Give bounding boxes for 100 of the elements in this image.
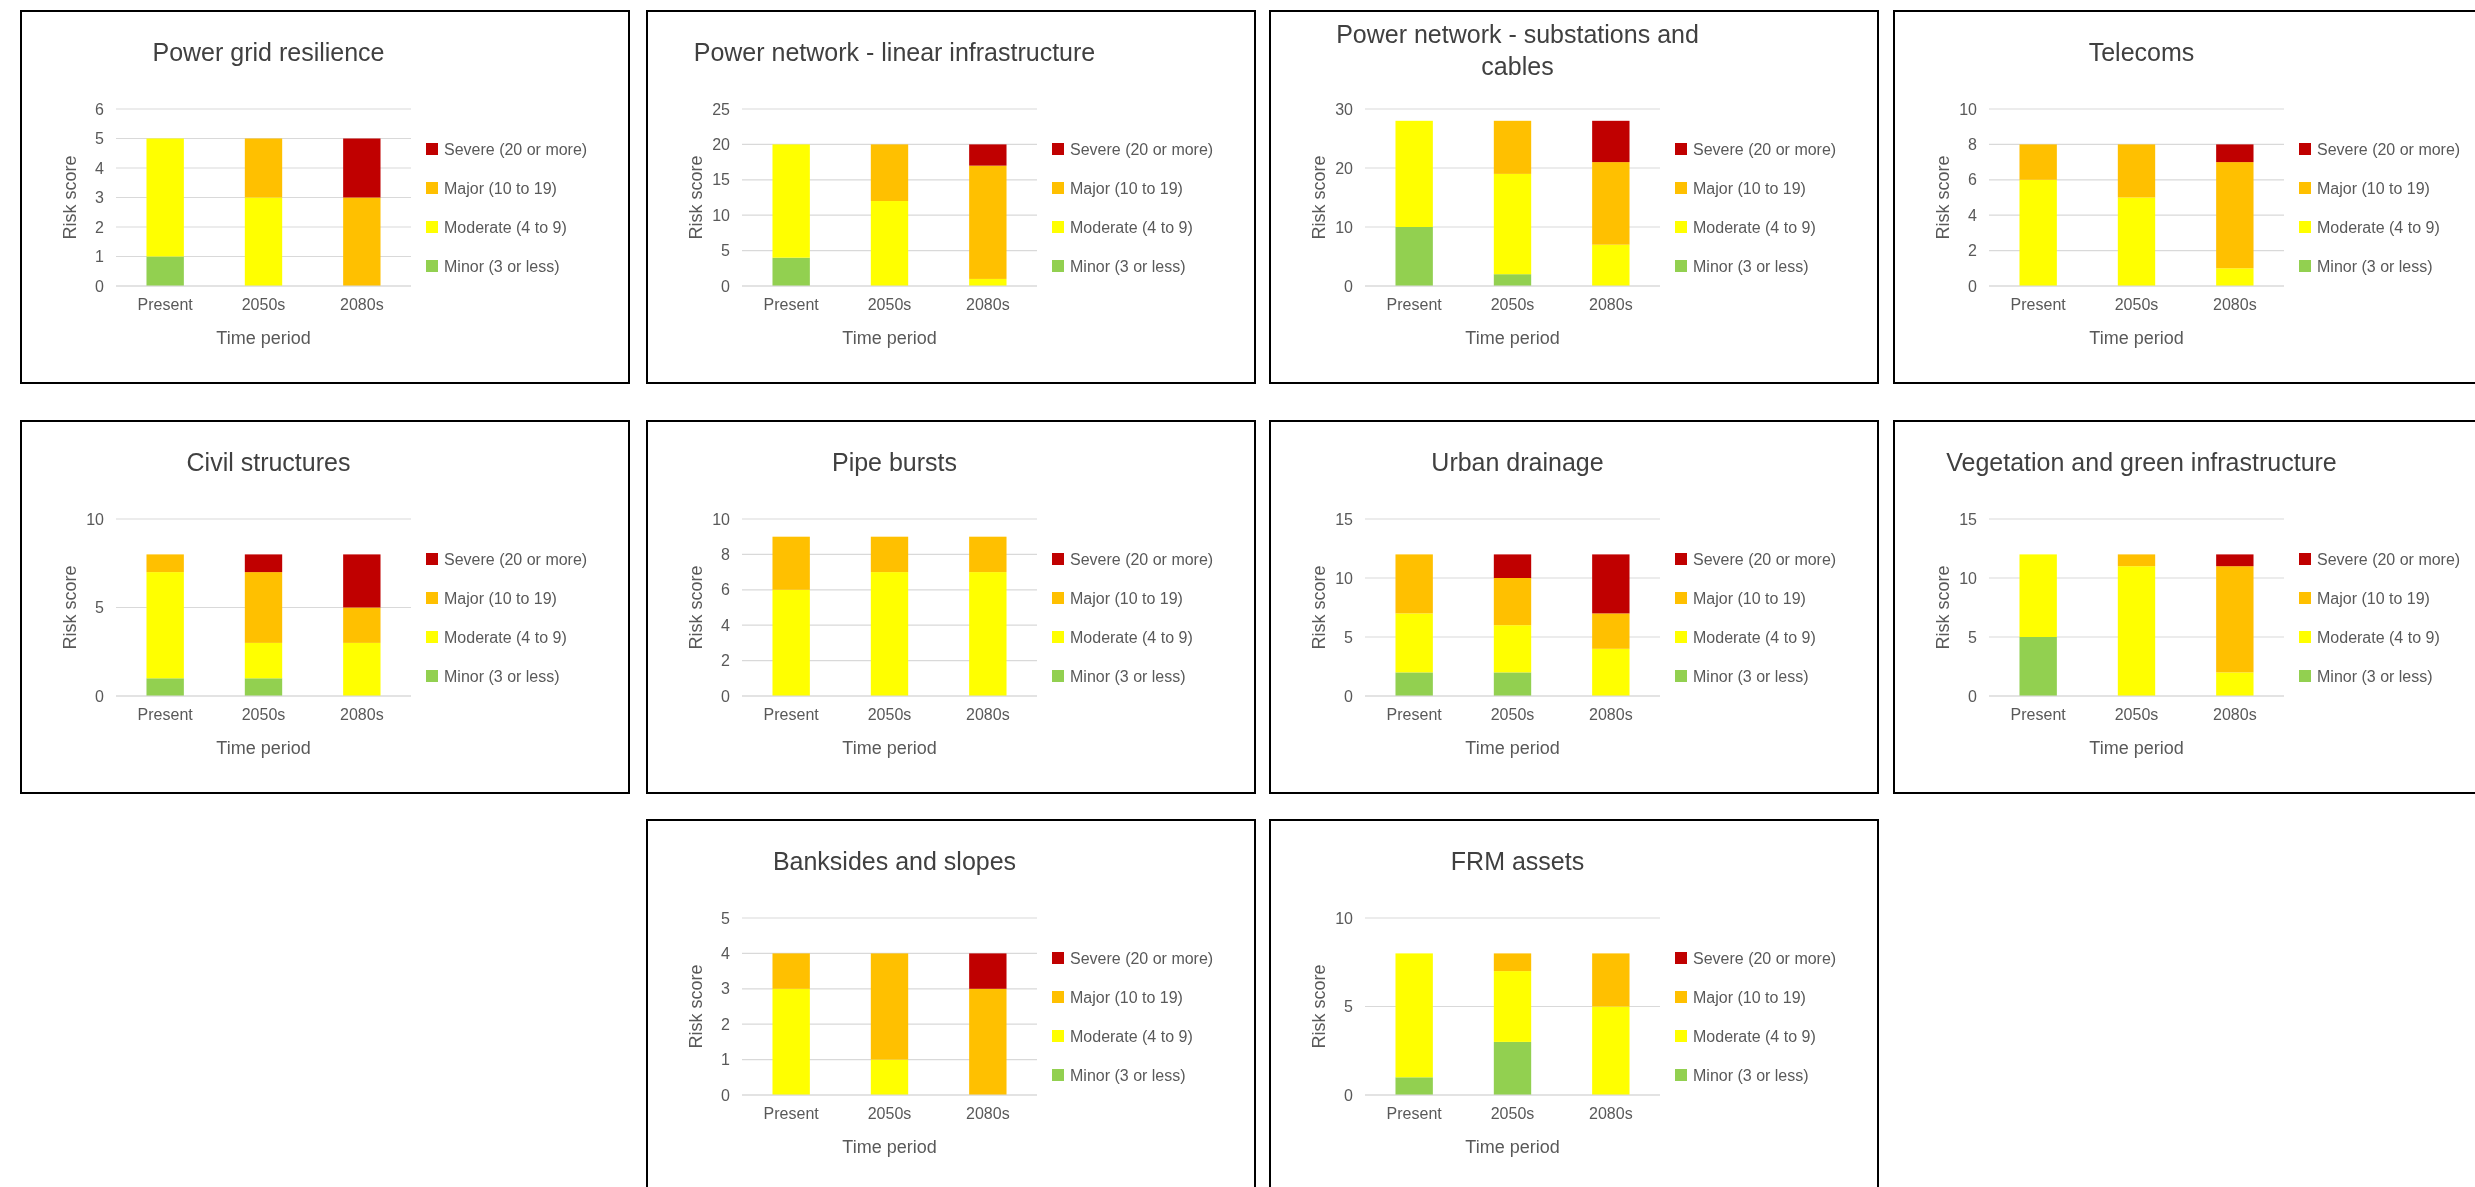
x-tick-label: Present	[1386, 1105, 1443, 1122]
y-tick-label: 0	[1968, 277, 1978, 295]
bar	[969, 988, 1007, 1095]
legend-label: Major (10 to 19)	[2317, 589, 2430, 607]
y-tick-label: 8	[1968, 136, 1978, 153]
x-axis-title: Time period	[1465, 1137, 1560, 1157]
x-tick-label: 2050s	[867, 296, 912, 313]
y-tick-label: 5	[1968, 628, 1978, 646]
legend-label: Major (10 to 19)	[1070, 179, 1183, 197]
y-tick-label: 1	[95, 248, 105, 266]
legend-label: Severe (20 or more)	[1693, 550, 1837, 568]
legend-label: Major (10 to 19)	[1693, 179, 1806, 197]
bar	[772, 988, 810, 1095]
bar	[1592, 953, 1630, 1007]
legend-label: Major (10 to 19)	[2317, 179, 2430, 197]
legend-label: Minor (3 or less)	[1693, 667, 1809, 685]
bar	[1592, 613, 1630, 649]
bar	[969, 953, 1007, 989]
bar	[343, 642, 381, 696]
bar	[343, 607, 381, 643]
bar	[1395, 227, 1433, 286]
bar	[772, 144, 810, 258]
chart-title: Urban drainage	[1431, 448, 1604, 476]
x-tick-label: Present	[763, 296, 820, 313]
bar	[1493, 1041, 1532, 1095]
bar	[2117, 197, 2156, 286]
y-tick-label: 0	[721, 277, 731, 295]
bar	[870, 953, 909, 1060]
bar	[2216, 144, 2254, 163]
x-axis-title: Time period	[216, 328, 311, 348]
y-tick-label: 5	[95, 599, 105, 617]
y-tick-label: 6	[721, 581, 731, 599]
bar	[772, 953, 810, 989]
bar	[1395, 953, 1433, 1078]
bar	[870, 201, 909, 286]
bar	[343, 554, 381, 608]
y-tick-label: 10	[1335, 218, 1354, 236]
x-axis-title: Time period	[2089, 738, 2184, 758]
y-tick-label: 8	[721, 546, 731, 563]
bar	[1493, 554, 1532, 578]
y-tick-label: 20	[712, 136, 731, 153]
x-tick-label: Present	[763, 1105, 820, 1122]
y-tick-label: 3	[721, 980, 731, 998]
bar	[2216, 268, 2254, 286]
y-axis-title: Risk score	[686, 155, 706, 240]
x-axis-title: Time period	[216, 738, 311, 758]
bar	[1592, 162, 1630, 245]
x-tick-label: 2050s	[2114, 296, 2159, 313]
legend-label: Minor (3 or less)	[2317, 257, 2433, 275]
bar	[870, 536, 909, 573]
y-tick-label: 25	[712, 100, 731, 118]
legend-label: Severe (20 or more)	[2317, 140, 2461, 158]
y-tick-label: 2	[721, 652, 731, 670]
chart-title: Power network - substations and cables	[1336, 20, 1699, 80]
bar	[1395, 120, 1433, 227]
x-axis-title: Time period	[1465, 328, 1560, 348]
y-tick-label: 10	[86, 510, 105, 528]
legend-label: Severe (20 or more)	[444, 140, 588, 158]
bar	[969, 165, 1007, 279]
legend-label: Major (10 to 19)	[1070, 589, 1183, 607]
y-tick-label: 10	[1959, 569, 1978, 587]
y-tick-label: 0	[95, 277, 105, 295]
x-axis-title: Time period	[842, 1137, 937, 1157]
x-tick-label: 2050s	[1490, 296, 1535, 313]
y-tick-label: 0	[1344, 687, 1354, 705]
legend-label: Severe (20 or more)	[2317, 550, 2461, 568]
y-tick-label: 0	[1344, 277, 1354, 295]
y-tick-label: 2	[721, 1015, 731, 1033]
bar	[870, 572, 909, 696]
legend-label: Minor (3 or less)	[444, 667, 560, 685]
legend-label: Minor (3 or less)	[2317, 667, 2433, 685]
legend-label: Moderate (4 to 9)	[2317, 628, 2440, 646]
legend-label: Severe (20 or more)	[1693, 949, 1837, 967]
bar	[969, 572, 1007, 696]
bar	[1592, 120, 1630, 163]
x-tick-label: 2050s	[1490, 706, 1535, 723]
legend-label: Moderate (4 to 9)	[444, 218, 567, 236]
x-tick-label: Present	[137, 706, 194, 723]
y-tick-label: 10	[712, 206, 731, 224]
bar	[2019, 144, 2057, 180]
legend-label: Severe (20 or more)	[444, 550, 588, 568]
y-axis-title: Risk score	[60, 155, 80, 240]
x-tick-label: 2080s	[340, 296, 384, 313]
bar	[2019, 554, 2057, 637]
chart-title: Banksides and slopes	[772, 847, 1017, 875]
x-tick-label: Present	[2010, 296, 2067, 313]
chart-title: Telecoms	[2088, 38, 2195, 66]
x-tick-label: Present	[1386, 296, 1443, 313]
x-tick-label: 2080s	[2213, 296, 2257, 313]
x-tick-label: 2080s	[966, 706, 1010, 723]
x-axis-title: Time period	[2089, 328, 2184, 348]
y-tick-label: 2	[1968, 242, 1978, 260]
bar	[969, 144, 1007, 166]
y-axis-title: Risk score	[1309, 155, 1329, 240]
y-tick-label: 6	[95, 100, 105, 118]
bar	[343, 138, 381, 198]
y-tick-label: 5	[721, 242, 731, 260]
y-tick-label: 4	[1968, 206, 1978, 224]
chart-title: Vegetation and green infrastructure	[1946, 448, 2337, 476]
y-tick-label: 0	[95, 687, 105, 705]
